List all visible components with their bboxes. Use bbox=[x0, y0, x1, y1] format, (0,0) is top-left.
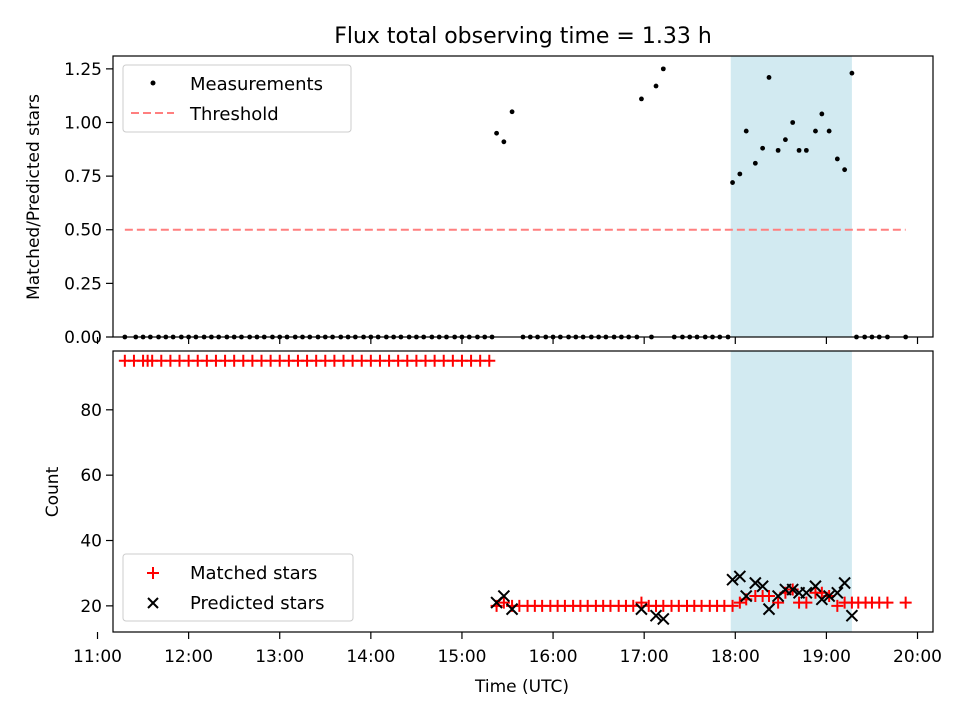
measurement-point bbox=[834, 156, 840, 162]
matched-star-point bbox=[899, 596, 912, 609]
legend-marker-matched bbox=[147, 567, 159, 579]
measurement-point bbox=[796, 147, 802, 153]
matched-star-point bbox=[763, 590, 775, 603]
matched-star-point bbox=[635, 596, 648, 609]
top-y-axis-label: Matched/Predicted stars bbox=[24, 94, 44, 300]
bottom-x-tick-label: 17:00 bbox=[620, 647, 669, 667]
measurement-point bbox=[819, 111, 825, 117]
legend-label-matched: Matched stars bbox=[190, 563, 317, 584]
measurement-point bbox=[766, 75, 772, 80]
predicted-star-point bbox=[657, 612, 670, 626]
predicted-star-point bbox=[809, 580, 822, 593]
predicted-star-point bbox=[831, 586, 844, 599]
predicted-star-point bbox=[756, 580, 769, 593]
measurement-point bbox=[494, 130, 499, 136]
bottom-x-tick-label: 20:00 bbox=[893, 647, 942, 667]
measurement-point bbox=[842, 167, 848, 173]
measurement-point bbox=[660, 66, 666, 72]
top-panel: 0.00 0.25 0.50 0.75 1.00 1.25 Matched/Predict… bbox=[24, 55, 934, 348]
matched-star-point bbox=[800, 596, 813, 609]
predicted-star-point bbox=[749, 576, 762, 590]
bottom-y-tick-label: 80 bbox=[80, 401, 102, 421]
bottom-x-tick-label: 11:00 bbox=[73, 647, 122, 667]
measurement-point bbox=[730, 180, 735, 185]
bottom-legend: Matched stars Predicted stars bbox=[122, 553, 354, 622]
matched-star-point bbox=[497, 596, 510, 609]
predicted-star-point bbox=[822, 589, 836, 603]
measurement-point bbox=[501, 139, 507, 145]
measurement-point bbox=[752, 160, 758, 166]
bottom-y-axis-label: Count bbox=[43, 466, 63, 517]
top-legend: Measurements Threshold bbox=[122, 64, 352, 133]
bottom-x-tick-label: 19:00 bbox=[802, 647, 851, 667]
top-shaded-region bbox=[730, 56, 852, 337]
bottom-y-tick-label: 60 bbox=[80, 466, 102, 486]
bottom-x-tick-label: 15:00 bbox=[437, 647, 486, 667]
measurement-point bbox=[826, 128, 832, 134]
measurement-point bbox=[653, 83, 659, 89]
top-y-tick-label: 0.75 bbox=[64, 167, 102, 187]
bottom-x-tick-label: 12:00 bbox=[164, 647, 213, 667]
legend-label-predicted: Predicted stars bbox=[190, 593, 324, 614]
measurement-point bbox=[849, 70, 855, 76]
predicted-star-point bbox=[845, 609, 859, 622]
matched-star-point bbox=[726, 599, 739, 612]
predicted-star-point bbox=[726, 573, 739, 586]
predicted-star-point bbox=[786, 583, 799, 596]
bottom-panel: 20 40 60 80 11:00 12:00 13:00 14:00 15:00 16:00 1… bbox=[43, 350, 942, 697]
matched-star-point bbox=[733, 596, 746, 609]
matched-star-point bbox=[881, 596, 894, 609]
predicted-star-point bbox=[497, 589, 511, 603]
matched-star-point bbox=[483, 354, 496, 367]
bottom-x-tick-label: 18:00 bbox=[711, 647, 760, 667]
top-legend-box bbox=[122, 64, 352, 133]
bottom-x-tick-label: 14:00 bbox=[346, 647, 395, 667]
measurement-point bbox=[737, 171, 743, 177]
bottom-shaded-region bbox=[730, 351, 852, 632]
measurement-point bbox=[509, 109, 515, 115]
predicted-star-point bbox=[762, 602, 776, 616]
predicted-star-point bbox=[505, 602, 519, 616]
predicted-star-point bbox=[815, 593, 829, 606]
top-y-tick-label: 1.00 bbox=[64, 113, 102, 133]
predicted-star-point bbox=[740, 589, 753, 603]
predicted-star-point bbox=[800, 586, 813, 599]
measurement-point bbox=[790, 120, 796, 125]
predicted-star-point bbox=[649, 609, 663, 622]
matched-star-point bbox=[831, 599, 844, 612]
predicted-star-point bbox=[838, 576, 851, 590]
legend-label-measurements: Measurements bbox=[190, 74, 323, 95]
matched-star-point bbox=[772, 596, 785, 609]
top-y-tick-label: 0.50 bbox=[64, 221, 102, 241]
bottom-legend-box bbox=[122, 553, 354, 622]
measurement-point bbox=[803, 147, 809, 153]
top-y-tick-label: 1.25 bbox=[64, 60, 102, 80]
measurement-point bbox=[775, 147, 781, 153]
measurement-point bbox=[813, 128, 818, 134]
predicted-star-point bbox=[635, 602, 648, 616]
predicted-star-point bbox=[733, 570, 747, 583]
measurement-point bbox=[760, 145, 766, 151]
legend-marker-predicted bbox=[147, 597, 159, 609]
bottom-y-tick-label: 20 bbox=[80, 597, 102, 617]
top-y-tick-label: 0.00 bbox=[64, 328, 102, 348]
bottom-x-tick-label: 13:00 bbox=[255, 647, 304, 667]
top-y-tick-label: 0.25 bbox=[64, 274, 102, 294]
bottom-x-tick-label: 16:00 bbox=[529, 647, 578, 667]
legend-label-threshold: Threshold bbox=[189, 104, 279, 125]
x-axis-label: Time (UTC) bbox=[474, 677, 569, 697]
measurement-point bbox=[639, 96, 644, 102]
measurement-point bbox=[783, 137, 788, 143]
measurement-point bbox=[743, 128, 749, 134]
chart-title: Flux total observing time = 1.33 h bbox=[334, 24, 712, 49]
top-axes-frame bbox=[112, 55, 934, 338]
bottom-axes-frame bbox=[112, 350, 934, 633]
legend-marker-measurements bbox=[150, 80, 156, 86]
bottom-y-tick-label: 40 bbox=[80, 532, 102, 552]
